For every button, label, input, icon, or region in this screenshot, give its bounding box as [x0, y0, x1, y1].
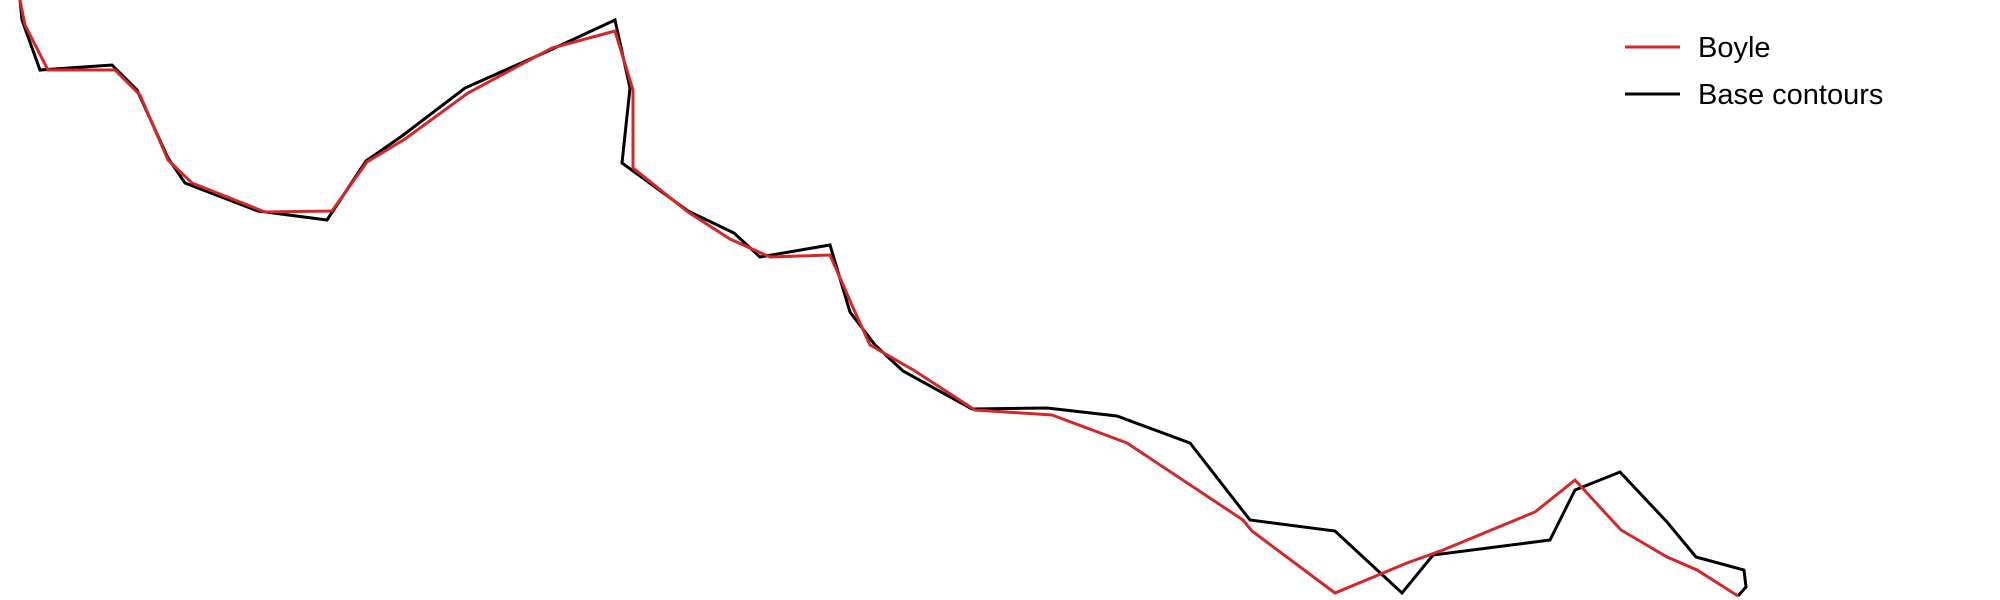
legend-label-boyle: Boyle	[1698, 32, 1771, 64]
series-line-base-contours	[18, 0, 1748, 597]
series-layer	[18, 0, 1748, 598]
series-line-boyle	[18, 0, 1739, 598]
legend: Boyle Base contours	[1625, 32, 1883, 111]
legend-label-base-contours: Base contours	[1698, 79, 1883, 111]
